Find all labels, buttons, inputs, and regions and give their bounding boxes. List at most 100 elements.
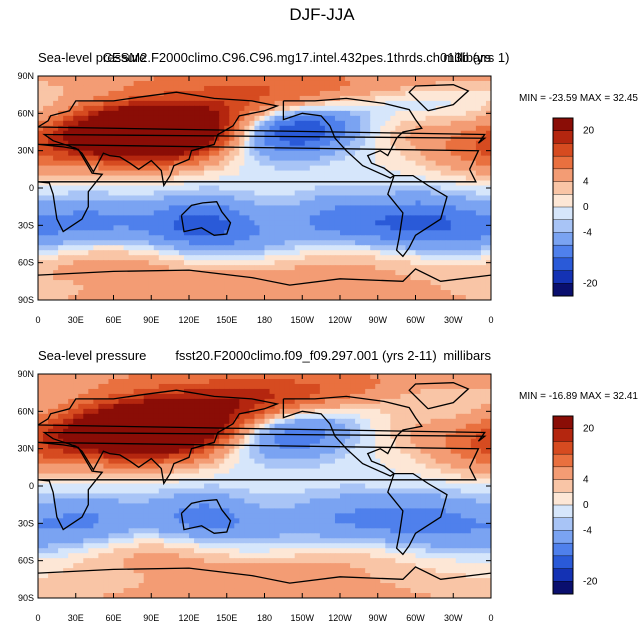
field-cell [420, 220, 427, 226]
field-cell [309, 120, 316, 127]
field-cell [219, 155, 225, 162]
field-cell [360, 100, 366, 107]
field-cell [269, 165, 276, 172]
field-cell [420, 265, 427, 271]
field-cell [138, 160, 145, 167]
field-cell [48, 95, 54, 102]
field-cell [259, 225, 266, 231]
field-cell [48, 145, 54, 152]
field-cell [470, 235, 477, 241]
field-cell [400, 165, 407, 172]
field-cell [274, 130, 281, 137]
field-cell [209, 210, 215, 216]
field-cell [219, 378, 225, 385]
field-cell [390, 295, 396, 300]
field-cell [123, 115, 130, 122]
field-cell [480, 155, 487, 162]
field-cell [279, 235, 286, 241]
field-cell [274, 110, 281, 117]
field-cell [138, 378, 145, 385]
field-cell [239, 255, 245, 261]
field-cell [375, 230, 381, 236]
field-cell [415, 220, 422, 226]
field-cell [385, 255, 391, 261]
field-cell [294, 220, 301, 226]
field-cell [108, 195, 115, 202]
field-cell [98, 265, 105, 271]
field-cell [48, 388, 54, 395]
field-cell [128, 275, 135, 281]
field-cell [395, 388, 401, 395]
field-cell [58, 175, 64, 182]
field-cell [178, 255, 185, 261]
field-cell [249, 145, 256, 152]
field-cell [43, 398, 49, 405]
field-cell [183, 175, 190, 182]
field-cell [138, 275, 145, 281]
field-cell [168, 295, 175, 300]
field-cell [380, 190, 386, 197]
field-cell [199, 175, 205, 182]
field-cell [284, 165, 291, 172]
field-cell [133, 195, 140, 202]
field-cell [254, 378, 261, 385]
field-cell [78, 170, 84, 177]
field-cell [229, 230, 235, 236]
field-cell [88, 398, 94, 405]
field-cell [405, 378, 412, 385]
field-cell [435, 150, 442, 157]
field-cell [249, 105, 256, 112]
field-cell [319, 275, 326, 281]
field-cell [425, 170, 432, 177]
field-cell [314, 160, 321, 167]
field-cell [118, 388, 125, 395]
field-cell [204, 85, 210, 92]
field-cell [264, 140, 271, 147]
field-cell [98, 76, 105, 82]
field-cell [435, 295, 442, 300]
field-cell [390, 250, 396, 256]
field-cell [455, 125, 462, 132]
field-cell [163, 250, 170, 256]
field-cell [108, 378, 115, 385]
field-cell [103, 260, 110, 266]
field-cell [194, 265, 200, 271]
field-cell [345, 110, 351, 117]
field-cell [108, 210, 115, 216]
field-cell [123, 220, 130, 226]
field-cell [329, 90, 336, 97]
slp-field [38, 76, 491, 300]
field-cell [259, 403, 266, 410]
field-cell [360, 205, 366, 211]
field-cell [259, 220, 266, 226]
field-cell [340, 160, 346, 167]
field-cell [360, 180, 366, 187]
field-cell [415, 225, 422, 231]
field-cell [440, 280, 447, 286]
field-cell [48, 200, 54, 207]
field-cell [78, 110, 84, 117]
field-cell [224, 240, 230, 246]
field-cell [224, 250, 230, 256]
field-cell [249, 285, 256, 291]
field-cell [400, 265, 407, 271]
field-cell [194, 225, 200, 231]
field-cell [390, 105, 396, 112]
field-cell [395, 185, 401, 192]
field-cell [148, 170, 155, 177]
field-cell [189, 135, 195, 142]
field-cell [38, 145, 44, 152]
field-cell [83, 393, 89, 400]
field-cell [173, 220, 180, 226]
field-cell [385, 175, 391, 182]
field-cell [63, 80, 69, 87]
field-cell [294, 408, 301, 415]
field-cell [244, 270, 250, 276]
field-cell [53, 145, 59, 152]
field-cell [214, 205, 220, 211]
field-cell [173, 120, 180, 127]
field-cell [219, 140, 225, 147]
colorbar-bin [552, 206, 574, 221]
field-cell [43, 110, 49, 117]
field-cell [103, 383, 110, 390]
